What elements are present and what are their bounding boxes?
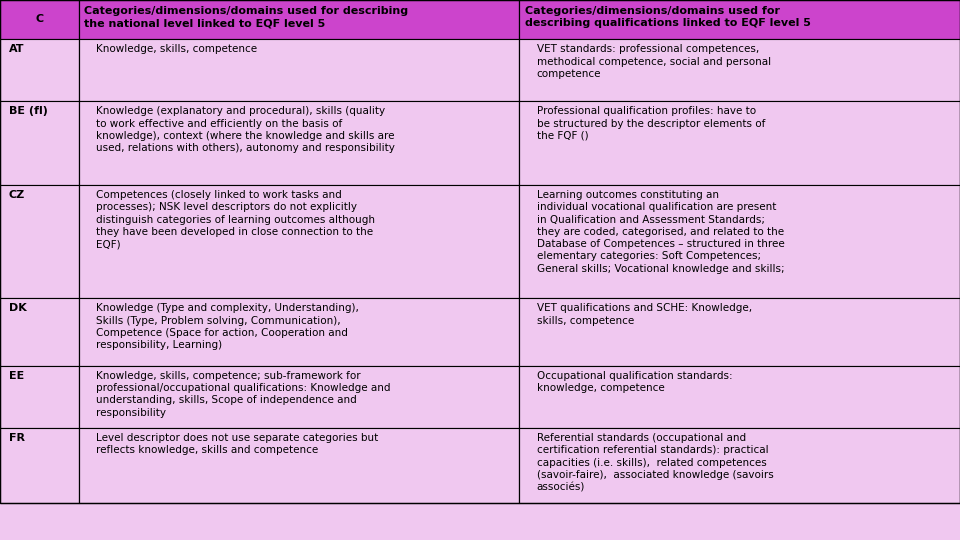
Text: VET qualifications and SCHE: Knowledge,
skills, competence: VET qualifications and SCHE: Knowledge, … [537, 303, 752, 326]
Text: BE (fl): BE (fl) [9, 106, 47, 117]
Bar [519, 185, 960, 298]
Text: Occupational qualification standards:
knowledge, competence: Occupational qualification standards: kn… [537, 371, 732, 393]
Bar [519, 39, 960, 101]
Text: DK: DK [9, 303, 26, 314]
Text: Categories/dimensions/domains used for describing
the national level linked to E: Categories/dimensions/domains used for d… [84, 6, 409, 28]
Text: Professional qualification profiles: have to
be structured by the descriptor ele: Professional qualification profiles: hav… [537, 106, 765, 141]
Bar [519, 101, 960, 185]
Text: Knowledge, skills, competence; sub-framework for
professional/occupational quali: Knowledge, skills, competence; sub-frame… [96, 371, 391, 418]
Bar [79, 366, 519, 428]
Bar [79, 101, 519, 185]
Text: Knowledge (Type and complexity, Understanding),
Skills (Type, Problem solving, C: Knowledge (Type and complexity, Understa… [96, 303, 359, 350]
Bar [0, 185, 79, 298]
Text: FR: FR [9, 433, 25, 443]
Bar [519, 298, 960, 366]
Text: Knowledge (explanatory and procedural), skills (quality
to work effective and ef: Knowledge (explanatory and procedural), … [96, 106, 395, 153]
Text: Learning outcomes constituting an
individual vocational qualification are presen: Learning outcomes constituting an indivi… [537, 190, 784, 274]
Bar [0, 39, 79, 101]
Text: Referential standards (occupational and
certification referential standards): pr: Referential standards (occupational and … [537, 433, 774, 492]
Text: AT: AT [9, 44, 24, 55]
Bar [0, 0, 79, 39]
Text: Knowledge, skills, competence: Knowledge, skills, competence [96, 44, 257, 55]
Bar [0, 366, 79, 428]
Text: Competences (closely linked to work tasks and
processes); NSK level descriptors : Competences (closely linked to work task… [96, 190, 375, 249]
Text: Level descriptor does not use separate categories but
reflects knowledge, skills: Level descriptor does not use separate c… [96, 433, 378, 455]
Bar [0, 428, 79, 503]
Bar [519, 0, 960, 39]
Bar [79, 0, 519, 39]
Text: CZ: CZ [9, 190, 25, 200]
Bar [79, 298, 519, 366]
Text: EE: EE [9, 371, 24, 381]
Text: VET standards: professional competences,
methodical competence, social and perso: VET standards: professional competences,… [537, 44, 771, 79]
Bar [0, 298, 79, 366]
Text: C: C [36, 15, 43, 24]
Bar [79, 428, 519, 503]
Bar [79, 185, 519, 298]
Bar [519, 366, 960, 428]
Bar [79, 39, 519, 101]
Text: Categories/dimensions/domains used for
describing qualifications linked to EQF l: Categories/dimensions/domains used for d… [525, 6, 811, 28]
Bar [0, 101, 79, 185]
Bar [519, 428, 960, 503]
